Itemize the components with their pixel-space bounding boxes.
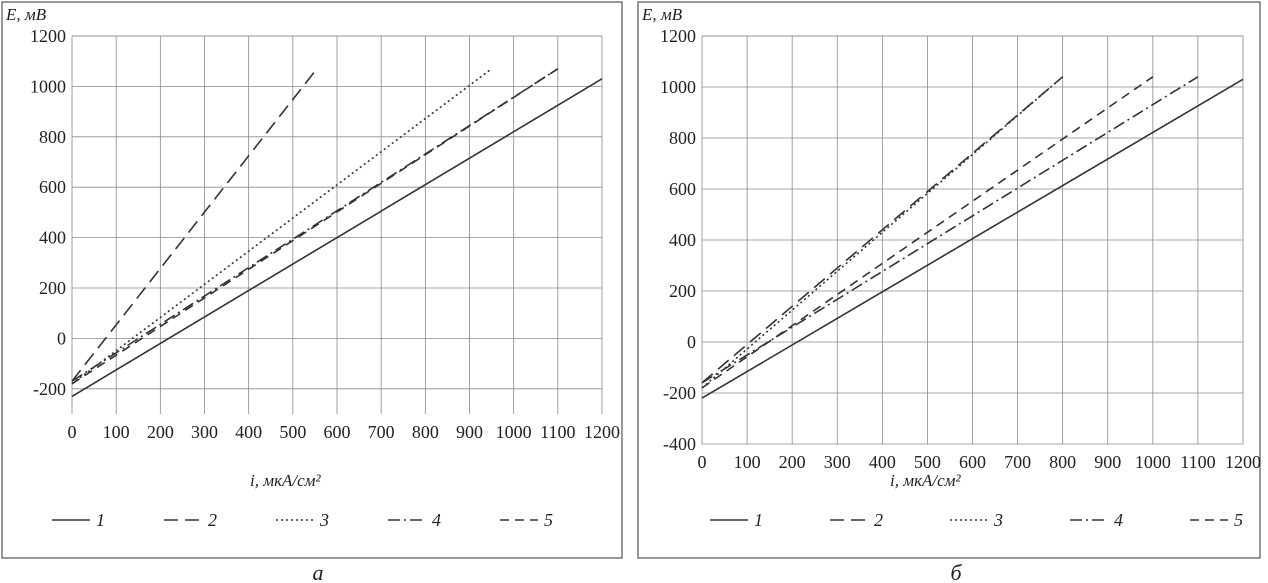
legend-label-3: 3: [319, 510, 329, 530]
x-tick-label: 300: [824, 452, 851, 472]
series-line-1: [701, 78, 1244, 399]
x-tick-label: 500: [914, 452, 941, 472]
x-tick-label: 900: [456, 422, 483, 442]
y-tick-label: 1000: [30, 76, 66, 96]
x-tick-label: 1200: [584, 422, 620, 442]
y-tick-label: 800: [669, 128, 696, 148]
y-tick-label: -400: [663, 434, 696, 454]
x-tick-label: 900: [1094, 452, 1121, 472]
legend-label-4: 4: [1114, 510, 1123, 530]
legend-label-4: 4: [432, 510, 441, 530]
x-tick-label: 1100: [540, 422, 575, 442]
series-line-3: [701, 76, 1064, 389]
x-tick-label: 1200: [1225, 452, 1261, 472]
y-tick-label: 1200: [30, 26, 66, 46]
y-tick-label: 400: [669, 230, 696, 250]
x-tick-label: 200: [147, 422, 174, 442]
y-tick-label: 1000: [660, 77, 696, 97]
x-tick-label: 100: [734, 452, 761, 472]
y-tick-label: 600: [669, 179, 696, 199]
x-tick-label: 700: [368, 422, 395, 442]
y-tick-label: 200: [669, 281, 696, 301]
chart-panel-2: 0 100 200 300 400 500 600 700 800 900 1000 1100 1200…: [637, 1, 1261, 583]
legend-label-5: 5: [1234, 510, 1243, 530]
y-tick-label: 400: [39, 228, 66, 248]
series-line-2: [71, 70, 316, 382]
chart-panel-1: 0 100 200 300 400 500 600 700 800 900 1000 1100 1200…: [1, 1, 623, 583]
panel-frame: [637, 1, 1261, 559]
x-tick-label: 700: [1004, 452, 1031, 472]
legend-label-1: 1: [754, 510, 763, 530]
series-line-4: [71, 68, 559, 382]
x-tick-label: 200: [779, 452, 806, 472]
panel-frame: [1, 1, 623, 559]
x-tick-label: 1000: [1135, 452, 1171, 472]
x-tick-label: 1100: [1180, 452, 1215, 472]
y-tick-label: -200: [33, 379, 66, 399]
y-tick-label: 600: [39, 177, 66, 197]
y-tick-label: 800: [39, 127, 66, 147]
x-tick-label: 800: [412, 422, 439, 442]
x-tick-label: 400: [235, 422, 262, 442]
y-tick-label: 200: [39, 278, 66, 298]
x-tick-label: 600: [324, 422, 351, 442]
x-tick-label: 0: [68, 422, 77, 442]
legend-label-1: 1: [96, 510, 105, 530]
panel-label: а: [313, 560, 324, 583]
y-tick-label: 0: [57, 328, 66, 348]
x-tick-label: 800: [1049, 452, 1076, 472]
x-tick-label: 0: [698, 452, 707, 472]
series-line-5: [701, 76, 1154, 389]
series-line-4: [701, 76, 1199, 384]
x-tick-label: 400: [869, 452, 896, 472]
y-axis-title: E, мВ: [641, 5, 683, 24]
x-axis-title: i, мкА/см²: [890, 471, 962, 490]
series-line-3: [71, 68, 493, 385]
series-line-5: [71, 68, 559, 385]
x-tick-label: 500: [279, 422, 306, 442]
y-tick-label: 0: [687, 332, 696, 352]
legend-label-3: 3: [993, 510, 1003, 530]
series-line-1: [71, 78, 603, 398]
panel-label: б: [950, 560, 962, 583]
x-tick-label: 600: [959, 452, 986, 472]
gridlines: [701, 35, 1244, 445]
x-axis-title: i, мкА/см²: [250, 471, 322, 490]
y-tick-label: 1200: [660, 26, 696, 46]
y-axis-title: E, мВ: [5, 5, 47, 24]
x-tick-label: 1000: [496, 422, 532, 442]
x-tick-label: 300: [191, 422, 218, 442]
x-tick-label: 100: [103, 422, 130, 442]
legend-label-5: 5: [544, 510, 553, 530]
gridlines: [71, 35, 603, 414]
series-line-2: [701, 76, 1064, 384]
legend-label-2: 2: [874, 510, 883, 530]
y-tick-label: -200: [663, 383, 696, 403]
legend-label-2: 2: [208, 510, 217, 530]
